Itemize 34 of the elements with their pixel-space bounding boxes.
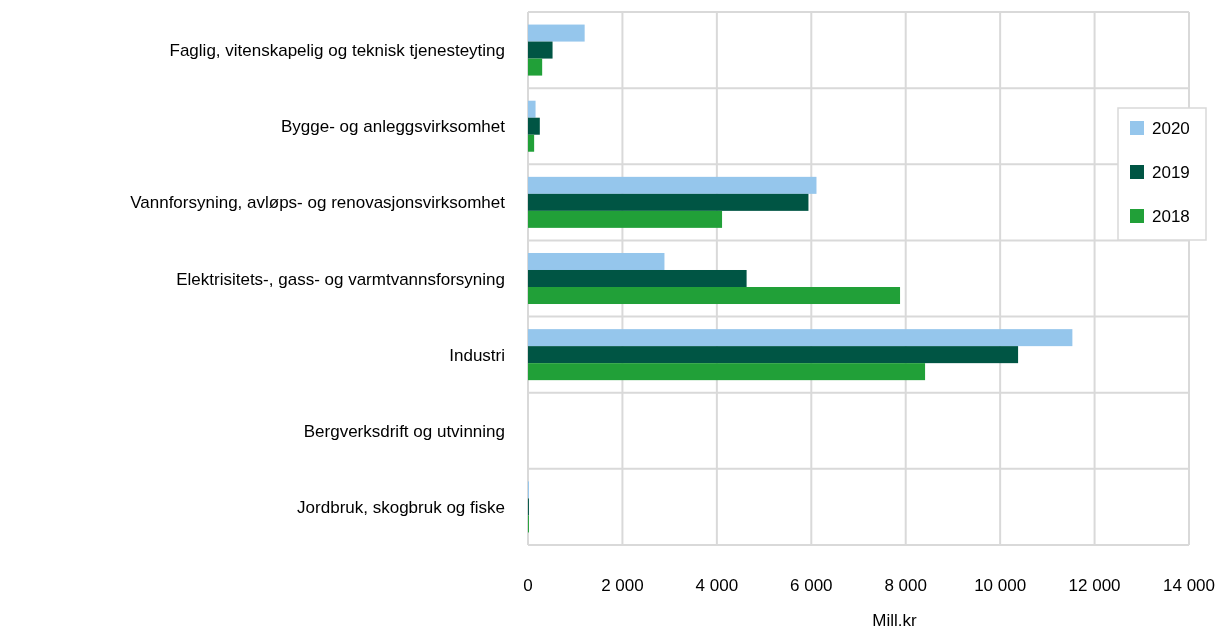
bar [528,117,540,135]
bar [528,176,817,194]
x-axis-title: Mill.kr [872,611,918,630]
x-tick-label: 4 000 [695,576,739,595]
legend-label: 2019 [1152,163,1190,182]
x-tick-label: 10 000 [974,576,1027,595]
bar [528,252,665,270]
y-tick-label: Vannforsyning, avløps- og renovasjonsvirksomhet [130,193,506,213]
x-tick-label: 6 000 [790,576,833,595]
y-tick-label: Faglig, vitenskapelig og teknisk tjenesteyting [169,41,505,61]
legend-label: 2018 [1152,207,1190,226]
x-tick-label: 8 000 [884,576,927,595]
y-tick-label: Bergverksdrift og utvinning [303,421,505,441]
bar [528,193,809,211]
x-tick-label: 12 000 [1068,576,1121,595]
y-tick-label: Industri [449,345,505,365]
bar [528,41,553,59]
bar [528,134,535,152]
y-tick-label: Bygge- og anleggsvirksomhet [281,117,506,137]
bar [528,100,536,118]
bar [528,287,901,305]
x-tick-label: 14 000 [1163,576,1215,595]
bar [528,24,585,42]
y-tick-label: Elektrisitets-, gass- og varmtvannsforsyning [176,269,505,289]
bar [528,363,926,381]
bar [528,210,723,228]
bar [528,329,1073,347]
bar [528,270,747,287]
legend-label: 2020 [1152,119,1190,138]
y-tick-label: Jordbruk, skogbruk og fiske [297,497,505,517]
bar [528,58,543,76]
bar [528,346,1019,364]
x-tick-label: 0 [523,576,533,595]
x-tick-label: 2 000 [601,576,644,595]
